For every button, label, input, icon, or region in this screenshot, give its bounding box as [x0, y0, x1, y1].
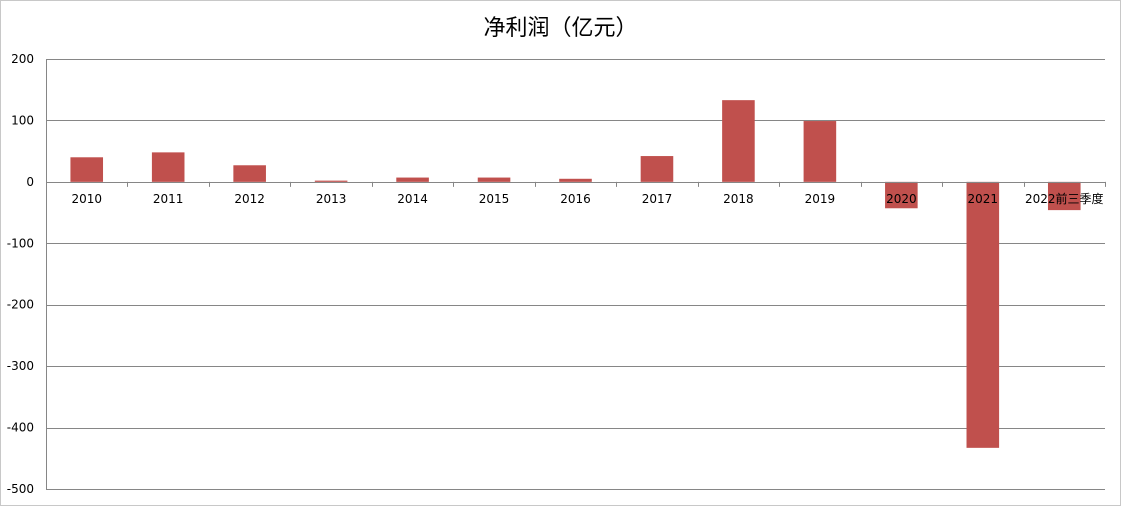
x-tick-label: 2020 — [886, 192, 917, 206]
x-tick-label: 2014 — [397, 192, 428, 206]
y-tick-label: -500 — [7, 482, 34, 496]
bar-2022前三季度 — [1047, 181, 1081, 211]
x-tick-label: 2011 — [153, 192, 184, 206]
bar-2015 — [477, 177, 511, 182]
x-tick-label: 2015 — [479, 192, 510, 206]
x-tick-label: 2019 — [805, 192, 836, 206]
x-tick-label: 2013 — [316, 192, 347, 206]
y-tick-labels: 200 100 0 -100 -200 -300 -400 -500 — [7, 52, 34, 496]
x-tick-label: 2010 — [71, 192, 102, 206]
bar-2013 — [314, 180, 348, 182]
bar-2014 — [396, 177, 429, 182]
chart-title: 净利润（亿元） — [483, 16, 638, 41]
bar-2016 — [559, 178, 592, 182]
x-tick-label: 2017 — [642, 192, 673, 206]
bar-2018 — [722, 100, 755, 182]
y-tick-label: -400 — [7, 421, 34, 435]
bar-2021 — [966, 181, 1000, 448]
bar-2019 — [803, 121, 837, 182]
x-tick-label: 2021 — [968, 192, 999, 206]
gridlines — [46, 59, 1105, 490]
y-tick-label: -100 — [7, 236, 34, 250]
x-tick-label: 2022前三季度 — [1025, 191, 1104, 206]
x-tick-label: 2018 — [723, 192, 754, 206]
y-tick-label: -200 — [7, 298, 34, 312]
axes — [46, 59, 1106, 489]
bar-2012 — [233, 165, 266, 182]
y-tick-label: -300 — [7, 359, 34, 373]
bar-2011 — [151, 152, 185, 182]
x-tick-label: 2016 — [560, 192, 591, 206]
y-tick-label: 100 — [11, 113, 34, 127]
bar-2010 — [70, 157, 104, 182]
y-tick-label: 200 — [11, 52, 34, 66]
x-tick-labels: 2010 2011 2012 2013 2014 2015 2016 2017 2018 2019… — [71, 191, 1103, 206]
bars — [70, 100, 1081, 448]
bar-2020 — [885, 181, 918, 209]
x-tick-label: 2012 — [234, 192, 265, 206]
y-tick-label: 0 — [26, 175, 34, 189]
bar-2017 — [640, 156, 674, 182]
